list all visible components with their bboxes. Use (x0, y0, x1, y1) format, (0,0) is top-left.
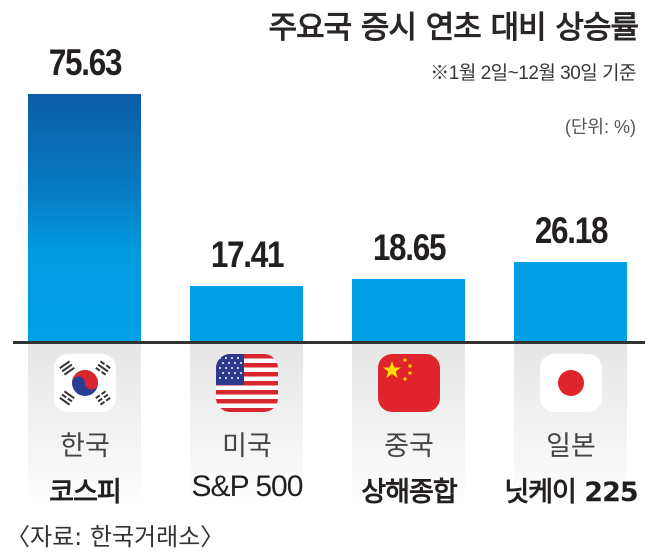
japan-flag-icon (540, 354, 602, 412)
south-korea-flag-icon (54, 354, 116, 412)
bar-sp500 (190, 286, 303, 342)
index-label-kospi: 코스피 (49, 477, 122, 508)
bar-nikkei (514, 262, 627, 342)
chart-title: 주요국 증시 연초 대비 상승률 (268, 10, 639, 46)
value-label-sp500: 17.41 (210, 234, 285, 275)
country-label-usa: 미국 (222, 431, 272, 462)
bar-kospi (28, 94, 141, 342)
bar-shanghai (352, 279, 465, 342)
unit-label: (단위: %) (564, 117, 636, 137)
value-label-shanghai: 18.65 (372, 227, 447, 268)
country-label-china: 중국 (384, 431, 434, 462)
chart-subtitle: ※1월 2일~12월 30일 기준 (430, 63, 636, 84)
country-label-korea: 한국 (60, 431, 110, 462)
index-label-shanghai: 상해종합 (361, 477, 457, 508)
value-label-nikkei: 26.18 (534, 210, 609, 251)
value-label-kospi: 75.63 (48, 42, 123, 83)
usa-flag-icon (216, 354, 278, 412)
china-flag-icon (378, 354, 440, 412)
x-axis-baseline (13, 341, 645, 344)
index-label-nikkei: 닛케이 225 (504, 477, 638, 508)
source-note: 〈자료: 한국거래소〉 (6, 523, 225, 551)
index-label-sp500: S&P 500 (191, 470, 304, 503)
country-label-japan: 일본 (546, 431, 596, 462)
